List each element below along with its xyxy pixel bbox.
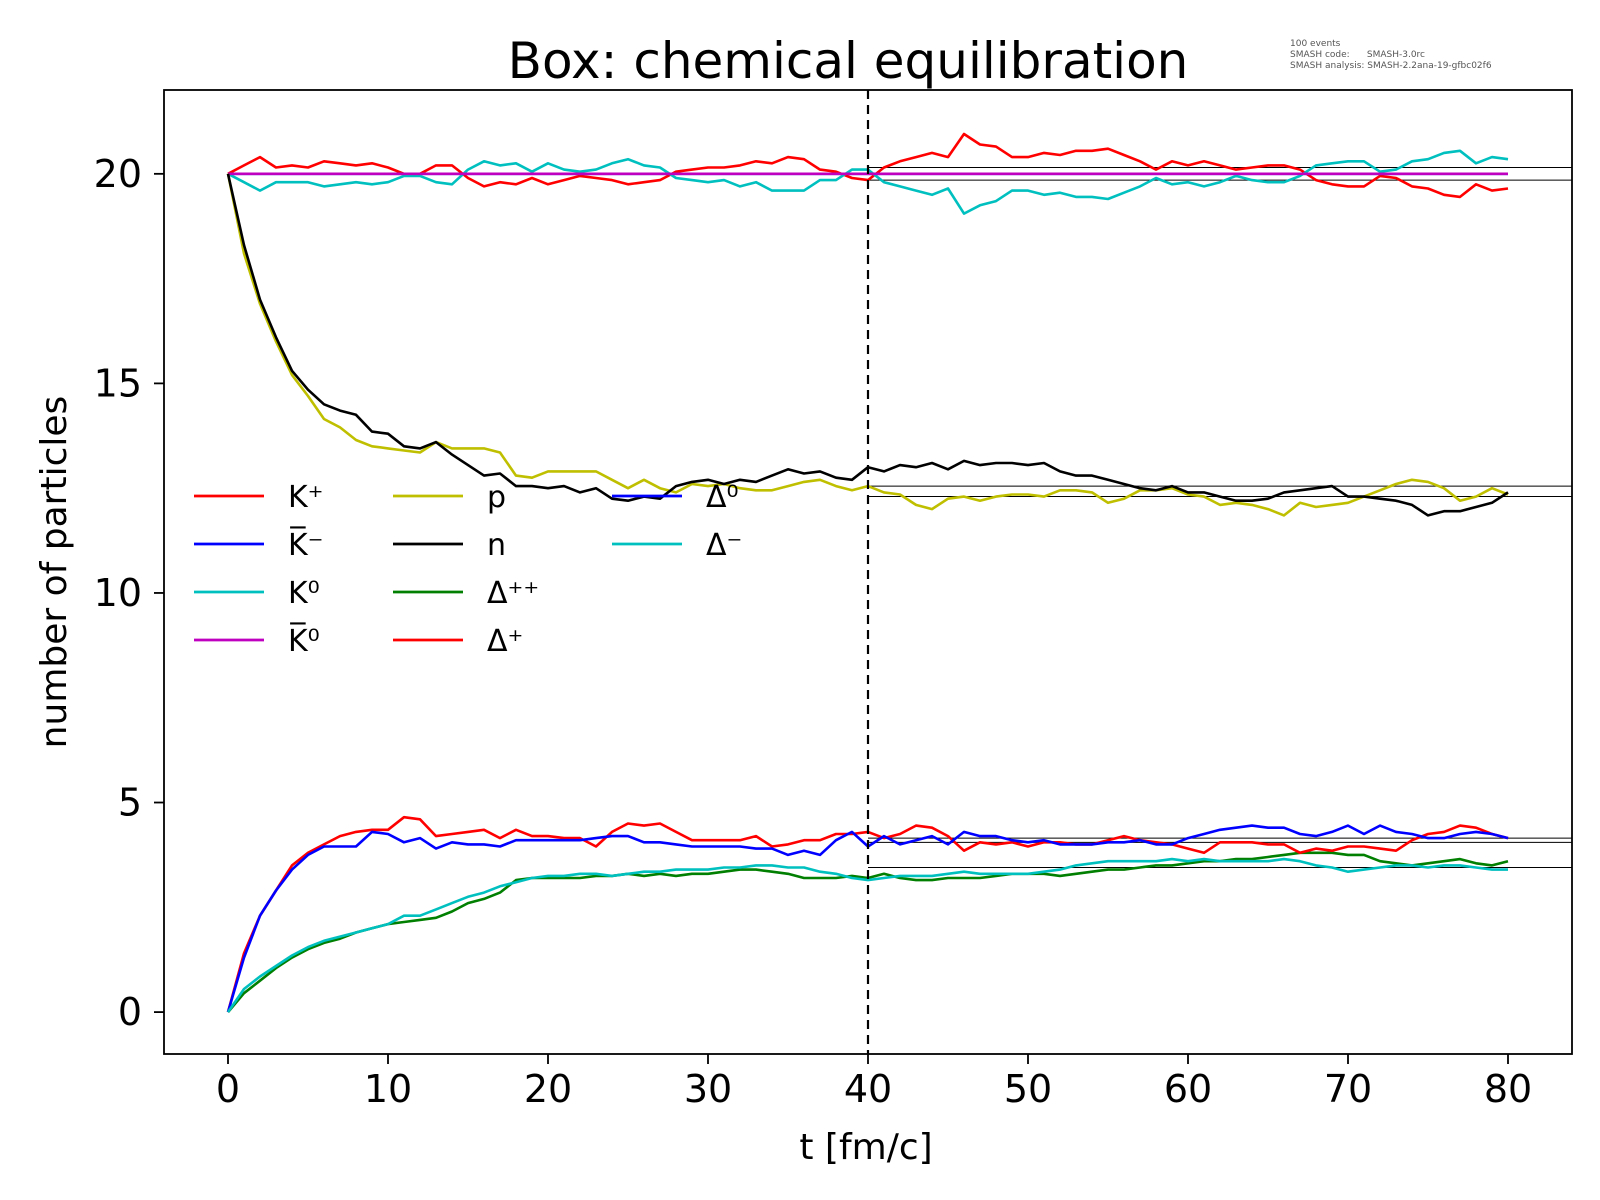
y-tick-label: 0 — [118, 990, 142, 1034]
x-axis-ticks: 0 10 20 30 40 50 60 70 80 — [216, 1054, 1532, 1111]
legend: K⁺ K̅⁻ K⁰ K̅⁰ pn Δ⁺⁺ Δ⁺ Δ⁰ Δ⁻ — [194, 480, 742, 659]
x-axis-label: t [fm/c] — [799, 1127, 932, 1168]
y-tick-label: 20 — [94, 152, 142, 196]
chart-title: Box: chemical equilibration — [508, 32, 1189, 90]
legend-label: K̅⁻ — [288, 526, 324, 563]
x-tick-label: 10 — [364, 1067, 412, 1111]
x-tick-label: 70 — [1324, 1067, 1372, 1111]
legend-label: p — [487, 480, 506, 515]
series-line-9 — [226, 857, 1508, 1013]
x-tick-label: 50 — [1004, 1067, 1052, 1111]
legend-label: K⁺ — [288, 480, 324, 515]
legend-label: n — [487, 528, 506, 563]
y-axis-label: number of particles — [34, 396, 75, 749]
legend-label: Δ⁺ — [487, 624, 523, 659]
y-tick-label: 10 — [94, 571, 142, 615]
metadata-line: SMASH code: SMASH-3.0rc — [1290, 50, 1425, 60]
legend-label: Δ⁻ — [706, 528, 742, 563]
y-tick-label: 15 — [94, 361, 142, 405]
x-tick-label: 30 — [684, 1067, 732, 1111]
legend-label: K⁰ — [288, 576, 320, 611]
y-tick-label: 5 — [118, 781, 142, 825]
x-tick-label: 20 — [524, 1067, 572, 1111]
x-tick-label: 80 — [1484, 1067, 1532, 1111]
y-axis-ticks: 0 5 10 15 20 — [94, 152, 164, 1034]
x-tick-label: 40 — [844, 1067, 892, 1111]
metadata-block: 100 events SMASH code: SMASH-3.0rc SMASH… — [1290, 39, 1492, 71]
reference-lines — [868, 167, 1572, 868]
x-tick-label: 60 — [1164, 1067, 1212, 1111]
x-tick-label: 0 — [216, 1067, 240, 1111]
metadata-line: 100 events — [1290, 39, 1341, 49]
plot-area — [226, 90, 1572, 1054]
legend-label: Δ⁺⁺ — [487, 576, 539, 611]
legend-label: K̅⁰ — [288, 622, 320, 659]
legend-label: Δ⁰ — [706, 480, 739, 515]
metadata-line: SMASH analysis: SMASH-2.2ana-19-gfbc02f6 — [1290, 61, 1492, 71]
